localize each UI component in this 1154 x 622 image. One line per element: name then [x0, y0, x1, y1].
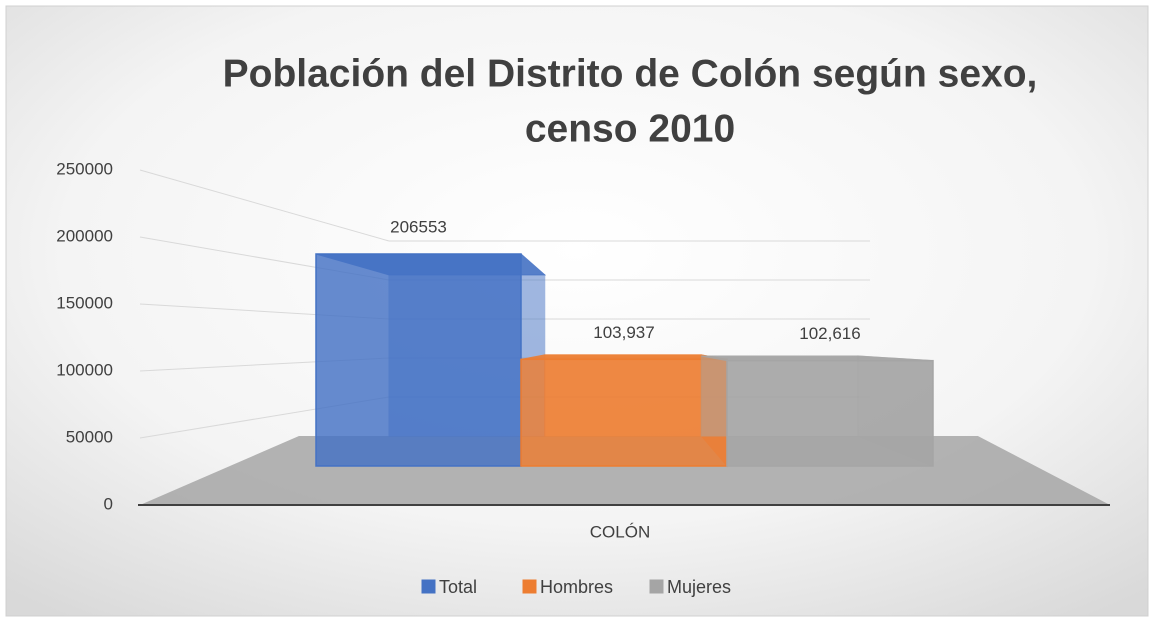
- chart-title: Población del Distrito de Colón según se…: [223, 52, 1038, 95]
- legend-label: Mujeres: [667, 577, 731, 597]
- x-tick-label: COLÓN: [590, 522, 650, 541]
- chart-background: [5, 5, 1149, 617]
- legend-label: Hombres: [540, 577, 613, 597]
- bar: [520, 354, 728, 468]
- y-tick-label: 100000: [56, 360, 113, 379]
- chart-title: censo 2010: [525, 107, 735, 150]
- bar: [315, 253, 547, 467]
- y-tick-label: 200000: [56, 226, 113, 245]
- grid-line: [139, 169, 390, 242]
- y-tick-label: 250000: [56, 159, 113, 178]
- data-label: 102,616: [799, 324, 860, 343]
- y-tick-label: 0: [104, 494, 113, 513]
- legend-swatch: [649, 579, 664, 594]
- legend-swatch: [421, 579, 436, 594]
- bar-front: [315, 253, 522, 467]
- data-label: 206553: [390, 217, 447, 236]
- bar-front: [520, 358, 728, 467]
- bar-front: [726, 359, 934, 467]
- y-tick-label: 50000: [66, 427, 113, 446]
- legend-swatch: [522, 579, 537, 594]
- bar: [700, 355, 934, 467]
- data-label: 103,937: [593, 323, 654, 342]
- legend-label: Total: [439, 577, 477, 597]
- y-tick-label: 150000: [56, 293, 113, 312]
